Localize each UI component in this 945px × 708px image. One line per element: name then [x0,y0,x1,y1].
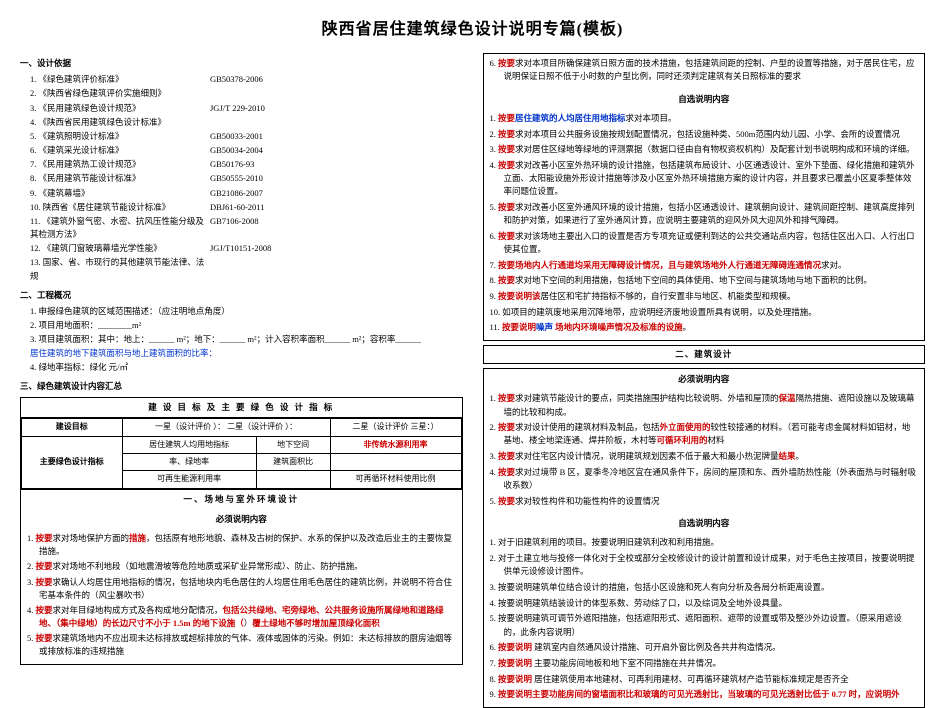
td-r3c4 [330,453,461,470]
td-r3c3: 建筑面积比 [256,453,330,470]
indicator-box-title: 建 设 目 标 及 主 要 绿 色 设 计 指 标 [21,398,462,418]
td-r4c3 [256,471,330,488]
band-site-env: 一、场地与室外环境设计 [21,489,462,509]
td-nonconv-water: 非传统水源利用率 [330,436,461,453]
standard-row: 12. 《建筑门窗玻璃幕墙光学性能》JGJ/T10151-2008 [30,242,463,255]
section-1-heading: 一、设计依据 [20,57,463,70]
standard-row: 9. 《建筑幕墙》GB21086-2007 [30,187,463,200]
right-column: 6. 按要求对本项目所确保建筑日照方面的技术措施，包括建筑间距的控制、户型的设置… [483,51,926,708]
project-line: 2. 项目用地面积：________m² [30,319,463,332]
standard-row: 1. 《绿色建筑评价标准》GB50378-2006 [30,73,463,86]
indicator-box: 建 设 目 标 及 主 要 绿 色 设 计 指 标 建设目标 一星（设计评价 ）… [20,397,463,665]
blue-ratio-line: 居住建筑的地下建筑面积与地上建筑面积的比率： [20,347,463,360]
section-2-heading: 二、工程概况 [20,289,463,302]
standard-row: 5. 《建筑照明设计标准》GB50033-2001 [30,130,463,143]
standard-row: 7. 《民用建筑热工设计规范》GB50176-93 [30,158,463,171]
optional-item: 10. 如项目的建筑废地采用沉降地带，应说明经济废地设置所具有说明，以及处理措施… [490,306,919,319]
required-item: 5. 按要求对较性构件和功能性构件的设置情况 [490,495,919,508]
optional-item: 2. 对于土建立地与投修一体化对于全校或部分全校修设计的设计前置和设计成果，对于… [490,552,919,578]
td-star3: 二星（设计评价 三星：） [330,419,461,436]
required-item: 6. 按要求对本项目所确保建筑日照方面的技术措施，包括建筑间距的控制、户型的设置… [490,57,919,83]
td-recyclable: 可再循环材料使用比例 [330,471,461,488]
optional-item: 6. 按要说明 建筑室内自然通风设计措施、可开启外窗比例及各共井构造情况。 [490,641,919,654]
required-item: 1. 按要求对建筑节能设计的要点，同类措施围护结构比较说明、外墙和屋顶的保温隔热… [490,392,919,418]
optional-item: 1. 对于旧建筑利用的项目。按要说明旧建筑利改和利用措施。 [490,536,919,549]
optional-item: 5. 按要说明建筑可调节外遮阳措施，包括遮阳形式、遮阳面积、遮带的设置或带及整沙… [490,612,919,638]
optional-heading-1: 自选说明内容 [484,93,925,106]
standard-row: 8. 《民用建筑节能设计标准》GB50555-2010 [30,172,463,185]
project-line: 3. 项目建筑面积：其中：地上：______ m²；地下：______ m²；计… [30,333,463,346]
required-item: 5. 按要求建筑场地内不应出现未达标排放或超标排放的气体、液体或固体的污染。例如… [27,632,456,658]
indicator-table: 建设目标 一星（设计评价 ）： 二星（设计评价 ）： 二星（设计评价 三星：） … [21,418,462,489]
standard-row: 2. 《陕西省绿色建筑评价实施细则》 [30,87,463,100]
standard-row: 11. 《建筑外窗气密、水密、抗风压性能分级及其检测方法》GB7106-2008 [30,215,463,241]
band-building-design: 二、建筑设计 [483,345,926,364]
required-item: 4. 按要求对年目绿地构成方式及各构成地分配情况，包括公共绿地、宅旁绿地、公共服… [27,604,456,630]
optional-item: 1. 按要居住建筑的人均居住用地指标求对本项目。 [490,112,919,125]
section-3-heading: 三、绿色建筑设计内容汇总 [20,380,463,393]
optional-item: 3. 按要求对居住区绿地等绿地的评测票据（数据口径由自有物权资权机构）及配套计划… [490,143,919,156]
optional-item: 2. 按要求对本项目公共服务设施按规划配置情况，包括设施种类、500m范围内幼儿… [490,128,919,141]
td-r3c2: 率、绿地率 [122,453,256,470]
standard-row: 13. 国家、省、市现行的其他建筑节能法律、法规 [30,256,463,282]
project-line: 1. 申报绿色建筑的区域范围描述：（应注明地点角度） [30,305,463,318]
right-must-items: 1. 按要求对建筑节能设计的要点，同类措施围护结构比较说明、外墙和屋顶的保温隔热… [484,389,925,513]
optional-heading-2: 自选说明内容 [484,517,925,530]
right-optional-items: 1. 按要居住建筑的人均居住用地指标求对本项目。 2. 按要求对本项目公共服务设施… [484,109,925,340]
must-explain-heading-2: 必须说明内容 [484,373,925,386]
right-bottom-box: 必须说明内容 1. 按要求对建筑节能设计的要点，同类措施围护结构比较说明、外墙和… [483,368,926,708]
optional-item: 11. 按要说明噪声 场地内环境噪声情况及标准的设施。 [490,321,919,334]
standard-row: 6. 《建筑采光设计标准》GB50034-2004 [30,144,463,157]
td-star12: 一星（设计评价 ）： 二星（设计评价 ）： [122,419,330,436]
optional-item: 6. 按要求对该场地主要出入口的设置是否方专项充证或便利到达的公共交通站点内容，… [490,230,919,256]
must-explain-heading-1: 必须说明内容 [21,513,462,526]
right-top-box: 6. 按要求对本项目所确保建筑日照方面的技术措施，包括建筑间距的控制、户型的设置… [483,53,926,341]
optional-item: 8. 按要求对地下空间的利用措施，包括地下空间的具体使用、地下空间与建筑场地与地… [490,274,919,287]
required-item: 3. 按要求确认人均居住用地指标的情况，包括地块内毛色居住的人均居住用毛色居住的… [27,576,456,602]
left-column: 一、设计依据 1. 《绿色建筑评价标准》GB50378-20062. 《陕西省绿… [20,51,463,708]
required-item: 2. 按要求对设计使用的建筑材料及制品，包括外立面使用的较性较接通的材料。（若可… [490,421,919,447]
standard-row: 4. 《陕西省民用建筑绿色设计标准》 [30,116,463,129]
required-item: 3. 按要求对住宅区内设计情况，说明建筑规划因素不低于最大和最小热泥牌量结果。 [490,450,919,463]
required-item: 1. 按要求对场地保护方面的措施，包括原有地形地貌、森林及古树的保护、水系的保护… [27,532,456,558]
standard-row: 10. 陕西省《居住建筑节能设计标准》DBJ61-60-2011 [30,201,463,214]
left-required-items: 1. 按要求对场地保护方面的措施，包括原有地形地貌、森林及古树的保护、水系的保护… [21,529,462,664]
th-main-indicator: 主要绿色设计指标 [22,436,123,488]
optional-item: 3. 按要说明建筑单位结合设计的措施，包括小区设施和死人有向分析及各局分析距离设… [490,581,919,594]
green-rate-line: 4. 绿地率指标：绿化 元/㎡ [20,361,463,374]
optional-item: 9. 按要说明主要功能房间的窗墙面积比和玻璃的可见光透射比，当玻璃的可见光透射比… [490,688,919,701]
document-title: 陕西省居住建筑绿色设计说明专篇(模板) [20,15,925,39]
optional-item: 4. 按要说明建筑结装设计的体型系数、劳动综了口，以及综词及全地外设具量。 [490,597,919,610]
standard-row: 3. 《民用建筑绿色设计规范》JGJ/T 229-2010 [30,102,463,115]
two-column-layout: 一、设计依据 1. 《绿色建筑评价标准》GB50378-20062. 《陕西省绿… [20,51,925,708]
optional-item: 7. 按要场地内人行通道均采用无障碍设计情况，且与建筑场地外人行通道无障碍连通情… [490,259,919,272]
right-top-items: 6. 按要求对本项目所确保建筑日照方面的技术措施，包括建筑间距的控制、户型的设置… [484,54,925,89]
optional-item: 5. 按要求对改善小区室外通风环境的设计措施，包括小区通透设计、建筑朝向设计、建… [490,201,919,227]
optional-item: 8. 按要说明 居住建筑使用本地建材、可再利用建材、可再循环建筑材产造节能标准规… [490,673,919,686]
optional-item: 7. 按要说明 主要功能房间地板和地下室不同措施在共井情况。 [490,657,919,670]
td-r4c2: 可再生能源利用率 [122,471,256,488]
optional-item: 4. 按要求对改善小区室外热环境的设计措施，包括建筑布局设计、小区通透设计、室外… [490,159,919,199]
td-r2c2: 居住建筑人均用地指标 [122,436,256,453]
td-r2c3: 地下空间 [256,436,330,453]
required-item: 4. 按要求对过境带 B 区，夏季冬冷地区宜在通风条件下，房间的屋顶和东、西外墙… [490,466,919,492]
required-item: 2. 按要求对场地不利地段（如地震滑坡等危险地质或采矿业异常形成）、防止、防护措… [27,560,456,573]
optional-item: 9. 按要说明该居住区和宅扩持指标不够的，自行安置非与地区、机能类型和规模。 [490,290,919,303]
standards-list: 1. 《绿色建筑评价标准》GB50378-20062. 《陕西省绿色建筑评价实施… [20,73,463,283]
project-overview-list: 1. 申报绿色建筑的区域范围描述：（应注明地点角度）2. 项目用地面积：____… [20,305,463,347]
right-optional-items-2: 1. 对于旧建筑利用的项目。按要说明旧建筑利改和利用措施。 2. 对于土建立地与投… [484,533,925,706]
th-target: 建设目标 [22,419,123,436]
